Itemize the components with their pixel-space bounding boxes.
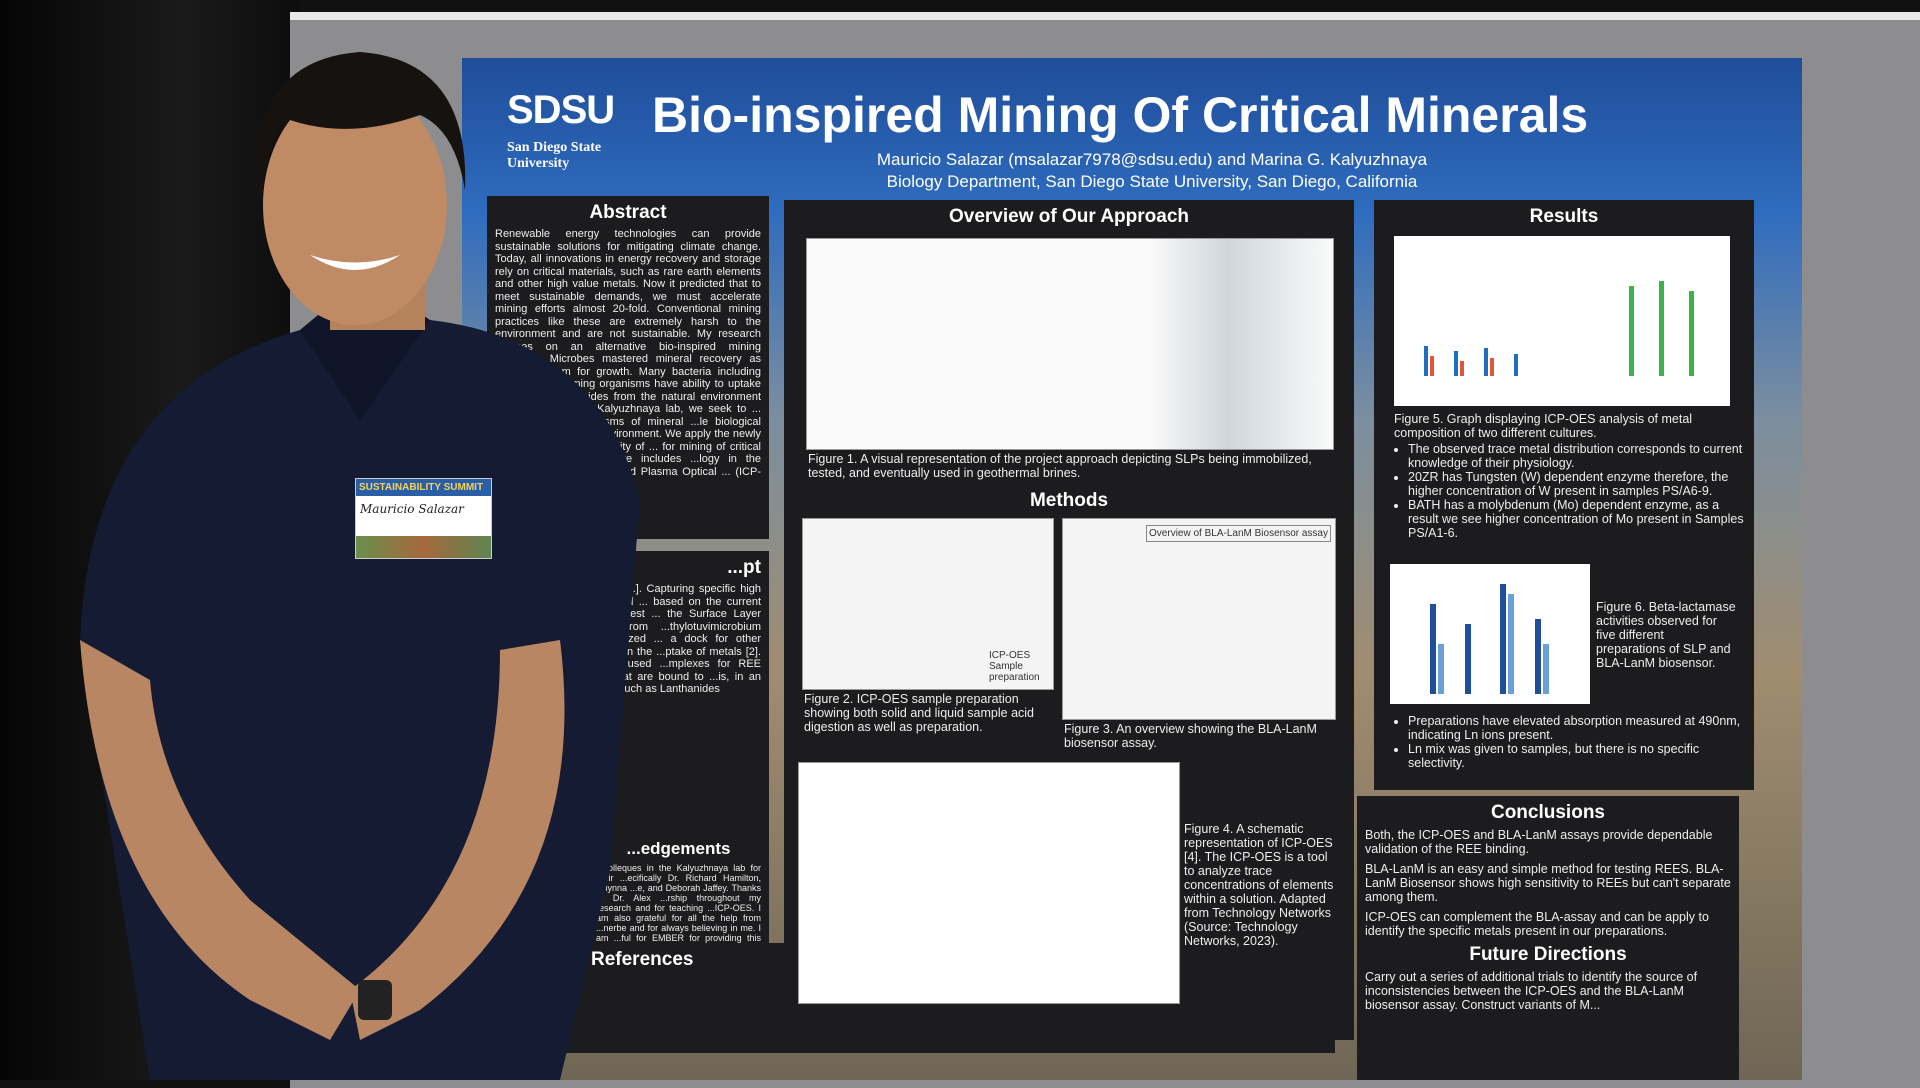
paragraph: BLA-LanM is an easy and simple method fo…: [1365, 862, 1731, 904]
authors: Mauricio Salazar (msalazar7978@sdsu.edu)…: [876, 150, 1428, 169]
figure-6-caption: Figure 6. Beta-lactamase activities obse…: [1596, 600, 1736, 670]
results-list-2: Preparations have elevated absorption me…: [1394, 714, 1748, 770]
figure-6: [1390, 564, 1590, 704]
figure-3: Overview of BLA-LanM Biosensor assay: [1062, 518, 1336, 720]
bullet: Ln mix was given to samples, but there i…: [1408, 742, 1748, 770]
results-box: Results Figure 5. Graph displaying ICP-O…: [1374, 200, 1754, 790]
figure-3-title: Overview of BLA-LanM Biosensor assay: [1146, 525, 1331, 542]
badge-event: SUSTAINABILITY SUMMIT: [356, 479, 491, 496]
results-list: The observed trace metal distribution co…: [1394, 442, 1748, 540]
figure-3-caption: Figure 3. An overview showing the BLA-La…: [1064, 722, 1317, 750]
heading: References: [591, 949, 694, 970]
heading: Abstract: [589, 202, 667, 223]
conclusions-box: Conclusions Both, the ICP-OES and BLA-La…: [1357, 796, 1739, 1080]
figure-1-caption: Figure 1. A visual representation of the…: [808, 452, 1312, 480]
figure-4-caption: Figure 4. A schematic representation of …: [1184, 822, 1334, 948]
bullet: Preparations have elevated absorption me…: [1408, 714, 1748, 742]
figure-2: ICP-OES Sample preparation: [802, 518, 1054, 690]
paragraph: Both, the ICP-OES and BLA-LanM assays pr…: [1365, 828, 1713, 856]
future-text: Carry out a series of additional trials …: [1365, 970, 1698, 1012]
heading: Overview of Our Approach: [948, 206, 1189, 227]
heading: Results: [1529, 206, 1599, 227]
figure-2-caption: Figure 2. ICP-OES sample preparation sho…: [804, 692, 1035, 734]
figure-1: [806, 238, 1334, 450]
affiliation: Biology Department, San Diego State Univ…: [886, 172, 1418, 191]
name-badge: SUSTAINABILITY SUMMIT Mauricio Salazar: [355, 478, 492, 559]
bullet: 20ZR has Tungsten (W) dependent enzyme t…: [1408, 470, 1748, 498]
figure-4: [798, 762, 1180, 1004]
paragraph: ICP-OES can complement the BLA-assay and…: [1365, 910, 1709, 938]
badge-name: Mauricio Salazar: [360, 502, 464, 516]
logo-subtitle: San Diego State University: [507, 140, 602, 171]
logo: SDSU: [507, 88, 615, 132]
center-column: Overview of Our Approach Figure 1. A vis…: [784, 200, 1354, 1040]
acknowledgements-text: ...colleques in the Kalyuzhnaya lab for …: [596, 863, 761, 943]
heading: ...pt: [727, 557, 761, 578]
heading: Conclusions: [1490, 802, 1605, 823]
badge-art: [356, 536, 491, 558]
bullet: The observed trace metal distribution co…: [1408, 442, 1748, 470]
poster-title: Bio-inspired Mining Of Critical Minerals: [652, 87, 1589, 143]
heading: Future Directions: [1469, 944, 1627, 965]
bullet: BATH has a molybdenum (Mo) dependent enz…: [1408, 498, 1748, 540]
heading: Methods: [1029, 490, 1109, 511]
figure-5-caption: Figure 5. Graph displaying ICP-OES analy…: [1394, 412, 1693, 440]
heading: ...edgements: [626, 839, 731, 858]
figure-5: [1394, 236, 1730, 406]
acknowledgements-box: ...edgements ...colleques in the Kalyuzh…: [588, 833, 769, 943]
figure-2-label: ICP-OES Sample preparation: [989, 650, 1040, 683]
